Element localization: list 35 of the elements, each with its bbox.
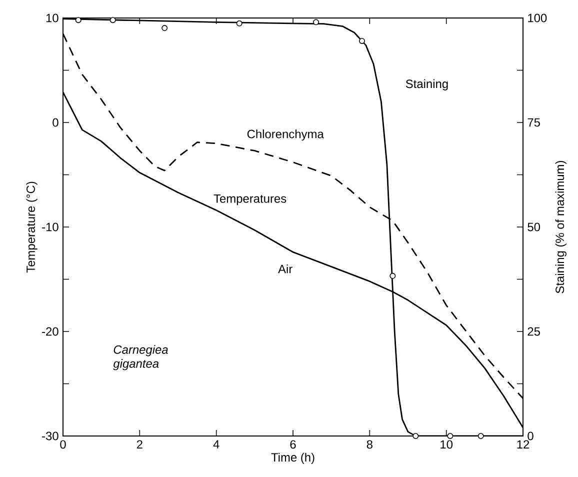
x-tick-label: 2 bbox=[136, 440, 142, 449]
point bbox=[110, 17, 116, 24]
x-tick-label: 6 bbox=[290, 440, 296, 449]
point bbox=[75, 17, 82, 24]
x-tick-label: 10 bbox=[440, 440, 453, 449]
x-tick-label: 8 bbox=[366, 440, 372, 449]
point bbox=[236, 20, 242, 26]
point bbox=[478, 433, 484, 439]
series-label: Air bbox=[278, 264, 292, 274]
y2-tick-label: 75 bbox=[528, 118, 540, 127]
y2-tick-label: 100 bbox=[528, 14, 547, 22]
x-tick-label: 12 bbox=[517, 440, 530, 449]
y-tick-label: -20 bbox=[42, 327, 58, 336]
series-label: Chlorenchyma bbox=[247, 129, 324, 141]
y-tick-label: 0 bbox=[52, 118, 58, 127]
point bbox=[390, 272, 396, 279]
x-tick-label: 4 bbox=[213, 440, 220, 448]
point bbox=[447, 433, 454, 439]
x-tick-label: 0 bbox=[60, 440, 66, 449]
point bbox=[412, 433, 419, 439]
y2-tick-label: 50 bbox=[528, 222, 540, 232]
point bbox=[313, 19, 320, 26]
y-tick-label: -10 bbox=[42, 222, 58, 232]
y2-tick-label: 25 bbox=[528, 327, 540, 336]
annotation: Temperatures bbox=[214, 194, 286, 206]
x-axis-title: Time (h) bbox=[271, 452, 314, 464]
y-axis-title: Temperature (°C) bbox=[26, 182, 38, 273]
y-tick-label: 10 bbox=[46, 14, 58, 22]
y2-tick-label: 0 bbox=[528, 432, 534, 440]
point bbox=[359, 38, 366, 44]
y2-axis-title: Staining (% of maximum) bbox=[555, 161, 566, 294]
text: Staining bbox=[406, 79, 448, 90]
y-tick-label: -30 bbox=[42, 432, 58, 440]
point bbox=[162, 25, 168, 32]
annotation: Carnegiea gigantea bbox=[113, 345, 168, 370]
